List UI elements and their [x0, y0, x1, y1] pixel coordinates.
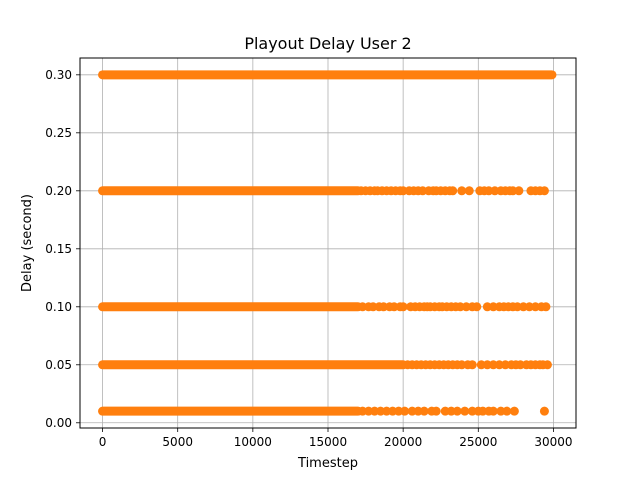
data-point — [542, 360, 552, 370]
x-tick-label: 20000 — [384, 435, 422, 449]
data-point — [539, 406, 549, 416]
y-axis-label: Delay (second) — [20, 194, 35, 292]
data-point — [502, 406, 512, 416]
y-tick-label: 0.10 — [45, 300, 72, 314]
y-axis-ticks: 0.00 0.05 0.10 0.15 0.20 0.25 0.30 — [45, 68, 80, 430]
x-axis-ticks: 0 5000 10000 15000 20000 25000 30000 — [99, 428, 573, 449]
data-points — [98, 70, 557, 416]
x-tick-label: 10000 — [234, 435, 272, 449]
data-point — [431, 406, 441, 416]
data-point — [457, 186, 467, 196]
data-point — [509, 406, 519, 416]
data-point — [398, 302, 408, 312]
data-point — [514, 186, 524, 196]
data-point — [488, 406, 498, 416]
data-point — [419, 406, 429, 416]
data-point — [452, 406, 462, 416]
x-tick-label: 0 — [99, 435, 107, 449]
y-tick-label: 0.30 — [45, 68, 72, 82]
x-tick-label: 5000 — [162, 435, 193, 449]
data-point — [539, 186, 549, 196]
data-point — [464, 186, 474, 196]
y-tick-label: 0.20 — [45, 184, 72, 198]
data-point — [400, 406, 410, 416]
data-point — [460, 406, 470, 416]
y-tick-label: 0.15 — [45, 242, 72, 256]
data-point — [467, 360, 477, 370]
y-tick-label: 0.25 — [45, 126, 72, 140]
x-tick-label: 15000 — [309, 435, 347, 449]
y-tick-label: 0.00 — [45, 416, 72, 430]
y-tick-label: 0.05 — [45, 358, 72, 372]
x-tick-label: 30000 — [534, 435, 572, 449]
chart-title: Playout Delay User 2 — [244, 34, 411, 53]
x-axis-label: Timestep — [297, 456, 358, 471]
data-point — [541, 302, 551, 312]
x-tick-label: 25000 — [459, 435, 497, 449]
data-point — [472, 302, 482, 312]
data-point — [448, 186, 458, 196]
